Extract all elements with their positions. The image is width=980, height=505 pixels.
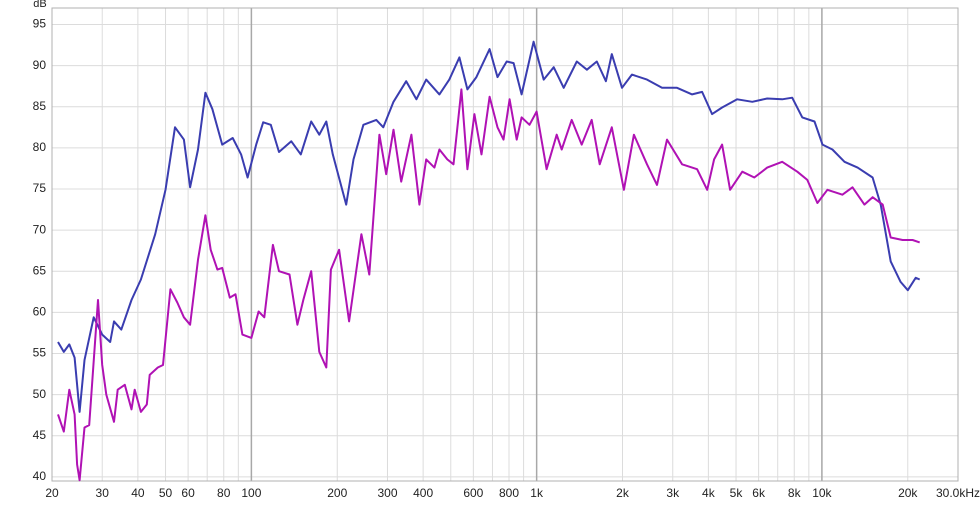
x-tick-label: 6k: [752, 486, 766, 500]
x-tick-label: 20k: [898, 486, 918, 500]
x-tick-label: 4k: [702, 486, 716, 500]
plot-frame: [51, 7, 959, 482]
x-tick-label: 20: [45, 486, 59, 500]
x-tick-label: 600: [463, 486, 483, 500]
plot-area: [52, 8, 958, 481]
x-tick-label: 50: [159, 486, 173, 500]
x-tick-label: 800: [499, 486, 519, 500]
response-curve: [57, 40, 921, 413]
response-curve: [57, 88, 921, 482]
y-tick-label: 80: [33, 140, 47, 154]
y-tick-label: 75: [33, 181, 47, 195]
x-tick-label: 5k: [730, 486, 744, 500]
x-tick-label: 300: [377, 486, 397, 500]
x-tick-label: 8k: [788, 486, 802, 500]
x-tick-label: 100: [241, 486, 261, 500]
y-axis-label: dB: [33, 0, 46, 10]
y-tick-label: 55: [33, 346, 47, 360]
y-tick-label: 60: [33, 305, 47, 319]
y-tick-label: 90: [33, 58, 47, 72]
x-tick-label: 30.0kHz: [936, 486, 980, 500]
x-tick-label: 200: [327, 486, 347, 500]
x-tick-label: 40: [131, 486, 145, 500]
y-tick-label: 45: [33, 428, 47, 442]
x-tick-label: 30: [96, 486, 110, 500]
x-tick-label: 400: [413, 486, 433, 500]
y-tick-label: 85: [33, 99, 47, 113]
x-tick-label: 2k: [616, 486, 630, 500]
x-tick-label: 60: [181, 486, 195, 500]
y-tick-label: 70: [33, 222, 47, 236]
y-tick-label: 65: [33, 263, 47, 277]
x-tick-label: 80: [217, 486, 231, 500]
y-tick-label: 95: [33, 17, 47, 31]
y-tick-label: 50: [33, 387, 47, 401]
y-tick-label: 40: [33, 469, 47, 483]
x-tick-label: 10k: [812, 486, 832, 500]
x-tick-label: 3k: [666, 486, 680, 500]
x-tick-label: 1k: [530, 486, 544, 500]
